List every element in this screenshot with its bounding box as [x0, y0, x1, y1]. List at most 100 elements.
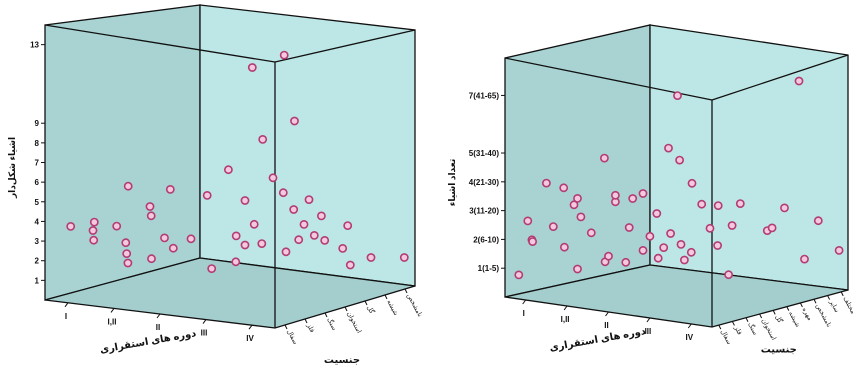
data-point [343, 221, 353, 230]
data-point [576, 212, 586, 222]
data-point [638, 189, 648, 198]
z-tick-label: 2 [35, 257, 40, 266]
y-tick [304, 318, 308, 324]
data-point [548, 222, 558, 231]
data-point [309, 230, 319, 240]
x-tick-label: III [645, 327, 652, 336]
y-tick-label: سنگ [325, 316, 338, 331]
y-tick [827, 295, 831, 300]
data-point [240, 240, 250, 250]
data-point [345, 260, 355, 270]
x-tick [110, 308, 115, 313]
data-point [294, 235, 304, 245]
data-point [624, 223, 634, 232]
y-tick [718, 324, 722, 330]
data-point [794, 76, 804, 86]
z-tick-label: 3 [35, 237, 40, 246]
data-point [735, 199, 745, 208]
data-point [638, 245, 648, 255]
data-point [89, 217, 99, 227]
y-tick-label: فلز [732, 324, 743, 336]
y-tick [745, 317, 749, 322]
data-point [705, 223, 715, 233]
data-point [122, 249, 132, 258]
z-tick-label: 3(11-20) [469, 207, 499, 216]
data-point [145, 202, 155, 211]
y-tick [364, 300, 368, 306]
data-point [621, 257, 631, 267]
data-point [800, 254, 809, 264]
data-point [66, 221, 76, 231]
y-tick [772, 310, 776, 315]
y-tick-label: سنگ [746, 321, 759, 336]
data-point [366, 253, 376, 262]
x-tick-label: I,II [561, 315, 570, 324]
x-tick [646, 317, 651, 323]
data-point [645, 231, 655, 241]
data-point [666, 229, 675, 238]
y-tick-label: سایر [827, 298, 840, 313]
z-tick-label: 6 [35, 178, 40, 187]
data-point [673, 91, 682, 100]
data-point [146, 211, 156, 221]
z-tick-label: 1 [35, 276, 40, 285]
data-point [559, 183, 569, 193]
z-tick-label: 1(1-5) [478, 264, 500, 273]
back-wall [199, 4, 416, 287]
data-point [289, 205, 299, 214]
data-point [231, 231, 241, 241]
data-point [569, 200, 579, 210]
y-tick-label: شیشه [787, 310, 801, 328]
z-tick-label: 7(41-65) [469, 91, 500, 100]
data-point [338, 243, 348, 253]
x-tick [202, 319, 207, 324]
y-tick-label: مختلف [841, 296, 853, 316]
y-tick-label: شیشه [385, 299, 399, 317]
data-point [112, 221, 122, 231]
y-tick-label: سفال [719, 329, 732, 346]
data-point [628, 194, 638, 203]
y-tick [284, 324, 288, 330]
data-point [279, 50, 289, 60]
data-point [281, 247, 291, 257]
y-tick-label: استخوان [760, 318, 777, 342]
data-point [687, 178, 697, 188]
data-point [675, 155, 684, 165]
data-point [88, 226, 98, 235]
z-axis-label: تعداد اشیاء [447, 159, 457, 206]
data-point [659, 243, 669, 252]
data-point [528, 237, 537, 246]
x-tick-label: I,II [108, 317, 117, 326]
data-point [165, 184, 175, 194]
data-point [89, 235, 99, 245]
data-point [560, 242, 569, 252]
left-wall [44, 4, 201, 301]
data-point [686, 247, 696, 257]
z-tick-label: 9 [35, 119, 40, 128]
box-edge [44, 24, 276, 63]
data-point [123, 181, 133, 191]
y-tick [344, 306, 348, 312]
data-point [247, 63, 257, 72]
floor [504, 264, 849, 328]
data-point [147, 254, 156, 264]
x-tick [64, 302, 69, 308]
z-tick-label: 8 [35, 139, 40, 148]
data-point [542, 178, 551, 188]
floor [44, 257, 416, 329]
data-point [168, 243, 178, 253]
data-point [399, 253, 409, 262]
data-point [160, 233, 169, 243]
y-axis-label: جنسیت [324, 355, 360, 366]
data-point [268, 173, 278, 183]
data-point [724, 270, 733, 280]
data-point [121, 238, 131, 248]
z-tick-label: 13 [30, 41, 39, 50]
y-tick [799, 302, 803, 308]
y-axis-label: جنسیت [761, 345, 797, 356]
z-axis-label: اشیاء شکل‌دار [7, 137, 18, 199]
data-point [611, 190, 620, 200]
data-point [727, 221, 737, 230]
x-axis-label: دوره های استقراری [549, 326, 647, 354]
